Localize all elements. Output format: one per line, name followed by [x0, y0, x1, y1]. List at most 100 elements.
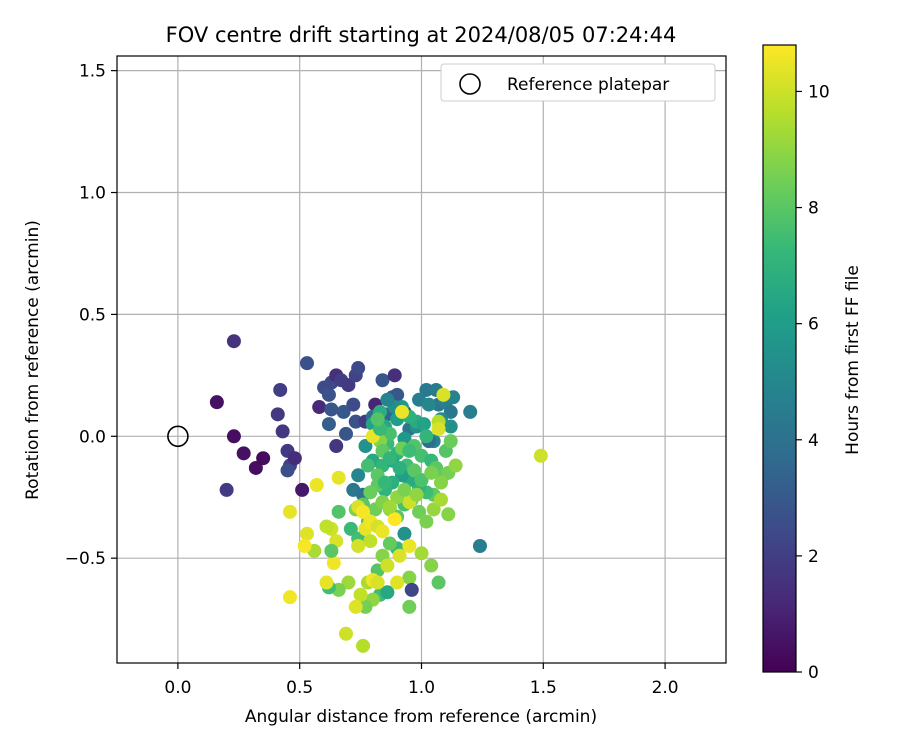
data-point — [280, 463, 295, 478]
legend: Reference platepar — [440, 63, 716, 102]
data-point — [226, 334, 241, 349]
data-point — [326, 556, 341, 571]
data-point — [287, 451, 302, 466]
data-point — [351, 538, 366, 553]
chart-title: FOV centre drift starting at 2024/08/05 … — [166, 23, 677, 47]
x-tick-label: 1.0 — [408, 678, 435, 698]
colorbar-tick-label: 6 — [808, 315, 819, 335]
colorbar-tick-label: 4 — [808, 431, 819, 451]
colorbar-tick-label: 0 — [808, 663, 819, 683]
data-point — [270, 407, 285, 422]
data-point — [433, 475, 448, 490]
data-point — [392, 460, 407, 475]
data-point — [380, 585, 395, 600]
data-point — [412, 504, 427, 519]
y-tick-label: 0.0 — [79, 427, 106, 447]
data-point — [426, 502, 441, 517]
data-point — [256, 451, 271, 466]
data-point — [402, 570, 417, 585]
y-axis-label: Rotation from reference (arcmin) — [23, 220, 43, 500]
colorbar-gradient — [762, 44, 797, 673]
data-point — [275, 424, 290, 439]
data-point — [424, 558, 439, 573]
data-point — [419, 514, 434, 529]
data-point — [409, 487, 424, 502]
data-point — [433, 492, 448, 507]
data-point — [219, 482, 234, 497]
data-point — [351, 468, 366, 483]
data-point — [390, 575, 405, 590]
data-point — [404, 582, 419, 597]
legend-label: Reference platepar — [507, 75, 669, 95]
data-point — [375, 524, 390, 539]
x-tick-label: 0.5 — [286, 678, 313, 698]
y-tick-label: 1.5 — [79, 62, 106, 82]
data-point — [356, 504, 371, 519]
data-point — [297, 538, 312, 553]
data-point — [338, 426, 353, 441]
data-point — [300, 526, 315, 541]
data-point — [319, 575, 334, 590]
y-tick-label: −0.5 — [65, 549, 106, 569]
data-point — [329, 439, 344, 454]
data-point — [209, 395, 224, 410]
data-point — [402, 443, 417, 458]
data-point — [436, 387, 451, 402]
data-point — [324, 543, 339, 558]
data-point — [424, 465, 439, 480]
data-point — [448, 458, 463, 473]
data-point — [348, 599, 363, 614]
data-point — [348, 414, 363, 429]
data-point — [377, 475, 392, 490]
data-point — [300, 356, 315, 371]
data-point — [392, 548, 407, 563]
data-point — [356, 638, 371, 653]
data-point — [395, 404, 410, 419]
data-point — [443, 404, 458, 419]
data-point — [282, 504, 297, 519]
data-point — [363, 534, 378, 549]
data-point — [463, 404, 478, 419]
colorbar-label: Hours from first FF file — [843, 265, 863, 455]
data-point — [387, 368, 402, 383]
data-point — [360, 458, 375, 473]
data-point — [370, 575, 385, 590]
data-point — [282, 590, 297, 605]
data-point — [375, 373, 390, 388]
data-point — [402, 538, 417, 553]
data-point — [472, 538, 487, 553]
x-axis: 0.0 0.5 1.0 1.5 2.0 — [164, 663, 679, 698]
legend-marker — [459, 73, 481, 95]
grid — [117, 56, 726, 663]
data-point — [346, 397, 361, 412]
x-tick-label: 1.5 — [530, 678, 557, 698]
data-point — [382, 451, 397, 466]
data-point — [380, 392, 395, 407]
data-point — [397, 526, 412, 541]
data-point — [226, 429, 241, 444]
reference-platepar-marker — [167, 425, 189, 448]
colorbar-tick-label: 2 — [808, 547, 819, 567]
x-axis-label: Angular distance from reference (arcmin) — [245, 707, 597, 727]
data-point — [382, 536, 397, 551]
data-point — [353, 587, 368, 602]
y-tick-label: 0.5 — [79, 305, 106, 325]
data-point — [236, 446, 251, 461]
data-point — [273, 382, 288, 397]
data-point — [341, 575, 356, 590]
data-point — [414, 473, 429, 488]
data-point — [382, 499, 397, 514]
data-point — [387, 512, 402, 527]
data-point — [331, 470, 346, 485]
data-point — [416, 417, 431, 432]
data-point — [407, 463, 422, 478]
legend-box — [440, 63, 716, 102]
data-point — [421, 397, 436, 412]
data-point — [312, 400, 327, 415]
colorbar-ticks: 0 2 4 6 8 10 — [796, 82, 830, 683]
data-point — [336, 404, 351, 419]
data-point — [248, 460, 263, 475]
data-point — [363, 485, 378, 500]
x-tick-label: 2.0 — [652, 678, 679, 698]
